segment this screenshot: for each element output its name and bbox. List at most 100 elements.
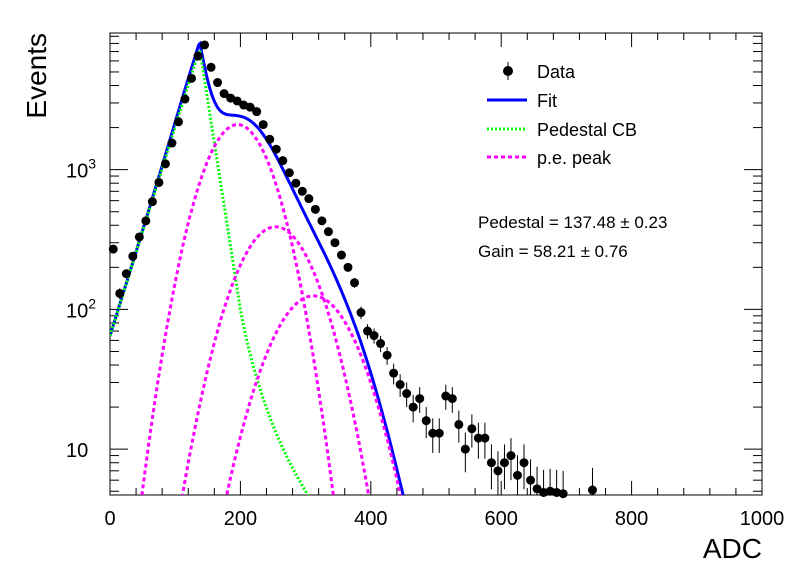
legend-item-pe-peak: p.e. peak	[487, 148, 612, 168]
data-point	[526, 475, 536, 485]
data-point	[173, 117, 183, 127]
data-point	[356, 308, 366, 318]
data-point	[284, 168, 294, 178]
data-point	[421, 416, 431, 426]
data-point	[389, 368, 399, 378]
data-point	[395, 380, 405, 390]
data-point	[187, 73, 196, 83]
data-point	[402, 389, 412, 399]
data-point	[265, 134, 275, 144]
data-point	[206, 62, 216, 72]
data-point	[160, 159, 170, 169]
fit-results: Pedestal = 137.48 ± 0.23 Gain = 58.21 ± …	[478, 213, 667, 261]
fit-curve	[110, 40, 405, 495]
data-point	[493, 466, 503, 476]
gain-error: 0.76	[595, 242, 628, 261]
x-tick-label: 1000	[740, 508, 785, 530]
data-point	[369, 331, 379, 341]
legend-label-pe-peak: p.e. peak	[537, 148, 612, 168]
data-point	[350, 278, 359, 288]
pe-peak-curve-1	[140, 123, 335, 495]
data-point	[128, 251, 138, 261]
legend-label-fit: Fit	[537, 91, 557, 111]
data-point	[460, 444, 470, 454]
data-point	[134, 232, 144, 242]
data-point	[473, 433, 483, 443]
pedestal-value: Pedestal = 137.48	[478, 213, 616, 232]
data-point	[193, 51, 203, 61]
data-point	[108, 244, 118, 254]
data-point	[587, 485, 597, 495]
legend: Data Fit Pedestal CB p.e. peak	[487, 62, 637, 168]
y-tick-label: 103	[66, 156, 96, 183]
gain-result: Gain = 58.21 ± 0.76	[478, 242, 628, 261]
data-point	[513, 470, 522, 480]
data-point	[343, 262, 353, 272]
x-axis-label: ADC	[703, 533, 762, 564]
data-point	[486, 458, 496, 468]
data-point	[382, 350, 392, 360]
data-point	[447, 394, 457, 404]
data-point	[278, 156, 288, 166]
data-point	[167, 138, 177, 148]
data-point	[499, 458, 509, 468]
data-point	[376, 339, 386, 349]
data-point	[147, 197, 157, 207]
x-tick-label: 200	[224, 508, 257, 530]
data-point	[141, 216, 151, 226]
data-point	[480, 433, 490, 443]
data-point	[336, 250, 346, 260]
x-tick-label: 0	[104, 508, 115, 530]
data-point	[180, 94, 190, 104]
pe-peak-curve-3	[225, 294, 402, 495]
legend-label-data: Data	[537, 62, 576, 82]
pedestal-result: Pedestal = 137.48 ± 0.23	[478, 213, 667, 232]
data-point	[200, 40, 210, 50]
legend-item-fit: Fit	[487, 91, 557, 111]
gain-pm: ±	[581, 242, 590, 261]
data-point	[408, 402, 418, 412]
data-point	[415, 394, 425, 404]
legend-item-pedestal: Pedestal CB	[487, 120, 637, 140]
x-tick-label: 800	[615, 508, 648, 530]
data-point	[317, 216, 327, 226]
data-point	[519, 458, 529, 468]
data-point	[310, 204, 320, 214]
data-point	[291, 178, 301, 188]
legend-label-pedestal: Pedestal CB	[537, 120, 637, 140]
data-point	[115, 288, 125, 298]
data-point	[219, 89, 229, 99]
data-point	[506, 451, 516, 461]
y-axis-label: Events	[21, 33, 52, 119]
data-point	[297, 186, 307, 196]
data-point	[258, 120, 268, 130]
data-point	[428, 428, 438, 438]
pe-peak-curve-2	[180, 225, 371, 495]
data-point	[323, 227, 333, 237]
data-point	[363, 326, 373, 336]
data-point	[454, 420, 464, 430]
data-point	[121, 269, 131, 279]
y-tick-label: 102	[66, 295, 96, 322]
gain-value: Gain = 58.21	[478, 242, 576, 261]
pedestal-error: 0.23	[634, 213, 667, 232]
data-point	[271, 144, 281, 154]
data-point	[434, 428, 444, 438]
x-tick-label: 400	[354, 508, 387, 530]
x-tick-label: 600	[485, 508, 518, 530]
data-point	[213, 78, 223, 88]
legend-item-data: Data	[503, 62, 576, 82]
data-point	[330, 238, 340, 248]
data-point	[232, 96, 242, 106]
pedestal-pm: ±	[620, 213, 629, 232]
data-point	[467, 424, 477, 434]
data-point	[252, 107, 262, 117]
legend-marker-data	[503, 66, 513, 76]
data-point	[304, 194, 314, 204]
data-point	[245, 102, 255, 112]
data-point	[558, 489, 568, 499]
data-point	[154, 177, 164, 187]
plot-frame	[109, 32, 763, 496]
y-tick-label: 10	[66, 440, 88, 462]
